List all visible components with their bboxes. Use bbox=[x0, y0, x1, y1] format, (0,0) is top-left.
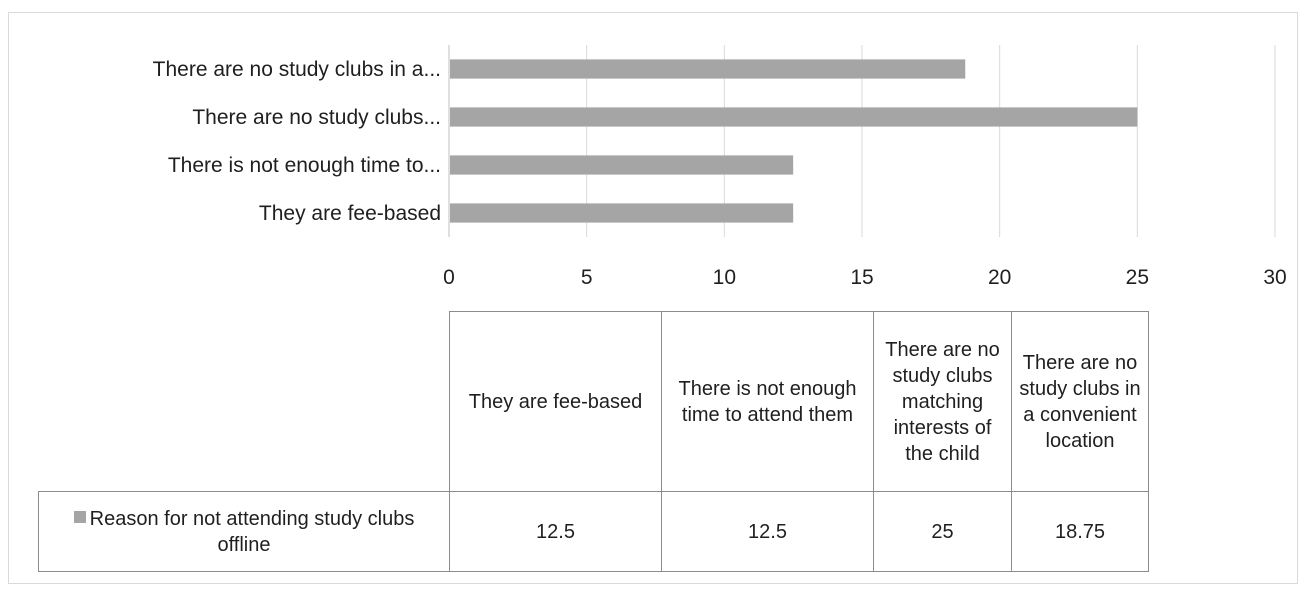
x-tick-label: 15 bbox=[850, 266, 873, 289]
category-tick-label: There are no study clubs in a... bbox=[153, 58, 441, 81]
data-table-corner bbox=[38, 311, 450, 492]
data-table-value-cell: 25 bbox=[873, 491, 1012, 572]
series-name: Reason for not attending study clubs off… bbox=[89, 507, 415, 556]
data-table-series-cell: Reason for not attending study clubs off… bbox=[38, 491, 450, 572]
category-tick-label: There are no study clubs... bbox=[192, 106, 441, 129]
data-table-header-cell: There is not enough time to attend them bbox=[661, 311, 874, 492]
data-table-header-cell: There are no study clubs in a convenient… bbox=[1011, 311, 1149, 492]
x-tick-label: 0 bbox=[443, 266, 455, 289]
bar bbox=[450, 107, 1138, 127]
data-table-value-cell: 12.5 bbox=[449, 491, 662, 572]
x-tick-label: 30 bbox=[1263, 266, 1286, 289]
legend-key bbox=[73, 510, 86, 523]
x-tick-label: 5 bbox=[581, 266, 593, 289]
x-tick-label: 20 bbox=[988, 266, 1011, 289]
x-tick-label: 25 bbox=[1126, 266, 1149, 289]
category-tick-label: There is not enough time to... bbox=[168, 154, 441, 177]
data-table-value-cell: 18.75 bbox=[1011, 491, 1149, 572]
x-tick-label: 10 bbox=[713, 266, 736, 289]
category-tick-label: They are fee-based bbox=[259, 202, 441, 225]
bar bbox=[450, 203, 794, 223]
bar bbox=[450, 155, 794, 175]
data-table-header-cell: They are fee-based bbox=[449, 311, 662, 492]
data-table-header-cell: There are no study clubs matching intere… bbox=[873, 311, 1012, 492]
bar bbox=[450, 59, 966, 79]
data-table-value-cell: 12.5 bbox=[661, 491, 874, 572]
data-table: They are fee-based There is not enough t… bbox=[38, 311, 1149, 572]
